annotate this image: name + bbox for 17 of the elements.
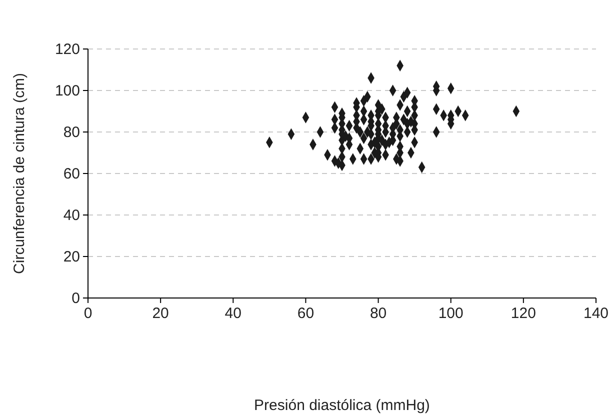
- y-tick-label: 120: [54, 41, 80, 58]
- y-tick-label: 0: [72, 290, 80, 307]
- x-tick-label: 100: [438, 305, 464, 322]
- x-tick-label: 0: [84, 305, 92, 322]
- y-tick-label: 100: [54, 82, 80, 100]
- x-tick-label: 20: [152, 305, 169, 322]
- y-tick-label: 20: [63, 248, 80, 266]
- y-tick-label: 40: [63, 207, 80, 224]
- y-tick-label: 60: [63, 166, 80, 182]
- x-tick-label: 120: [510, 305, 536, 322]
- x-tick-label: 40: [224, 305, 242, 322]
- y-axis-title: Circunferencia de cintura (cm): [11, 73, 28, 274]
- x-axis-title: Presión diastólica (mmHg): [254, 397, 430, 414]
- x-tick-label: 140: [583, 305, 609, 322]
- x-tick-label: 80: [370, 305, 387, 322]
- y-tick-label: 80: [63, 124, 80, 141]
- x-tick-label: 60: [297, 305, 314, 322]
